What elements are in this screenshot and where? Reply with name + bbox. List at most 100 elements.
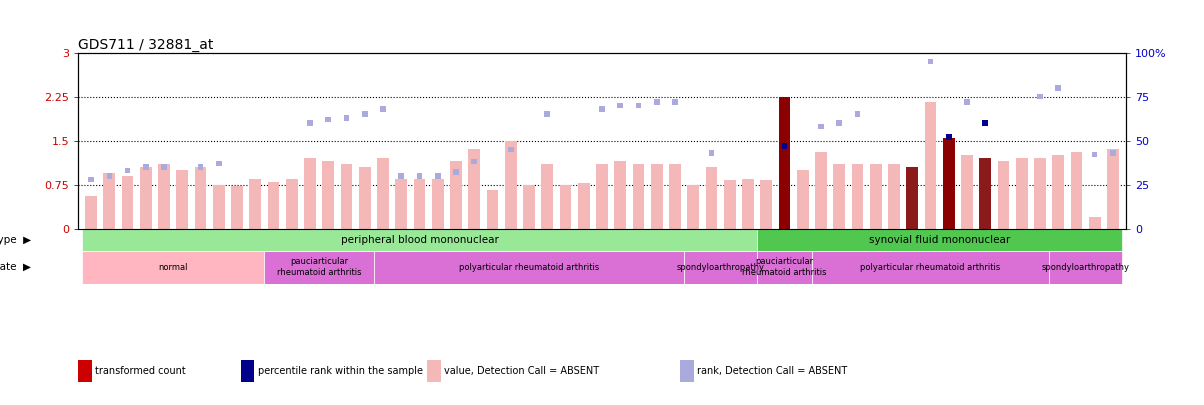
Bar [82,251,265,284]
Bar [341,164,353,228]
Bar [359,167,371,228]
Bar [176,170,188,228]
Bar [231,186,243,228]
Bar [1070,152,1082,228]
Point [154,164,173,170]
Point [429,173,448,179]
Point [628,102,648,109]
Bar [779,97,790,228]
Bar [140,167,152,228]
Bar [468,149,480,228]
Text: spondyloarthropathy: spondyloarthropathy [677,262,765,271]
Bar [943,138,955,228]
Bar [833,164,845,228]
Bar [1049,251,1122,284]
Bar [979,158,991,228]
Bar [82,228,757,251]
Bar [632,164,644,228]
Bar [1034,158,1046,228]
Point [775,143,795,149]
Bar [377,158,389,228]
Bar [486,190,498,228]
Bar [432,179,444,228]
Bar [305,158,315,228]
Bar [811,251,1049,284]
Bar [85,196,98,228]
Point [355,111,374,117]
Bar [285,179,297,228]
Text: value, Detection Call = ABSENT: value, Detection Call = ABSENT [444,366,600,376]
Bar [687,185,700,228]
Point [409,173,429,179]
Text: pauciarticular
rheumatoid arthritis: pauciarticular rheumatoid arthritis [742,257,827,277]
Point [191,164,211,170]
Point [957,99,976,105]
Bar [122,176,134,228]
Bar [414,179,425,228]
Bar [1088,217,1100,228]
Bar [760,181,772,228]
Bar [523,185,535,228]
Bar [213,185,225,228]
Bar [267,181,279,228]
Bar [249,179,261,228]
Bar [651,164,662,228]
Bar [504,141,517,228]
Text: synovial fluid mononuclear: synovial fluid mononuclear [869,234,1010,245]
Point [391,173,411,179]
Bar [669,164,681,228]
Text: normal: normal [159,262,188,271]
Bar [1016,158,1028,228]
Bar [195,167,206,228]
Bar [961,155,973,228]
Bar [757,251,811,284]
Bar [684,251,757,284]
Point [592,106,612,112]
Bar [104,173,116,228]
Bar [614,161,626,228]
Text: disease state  ▶: disease state ▶ [0,262,31,272]
Point [447,169,466,175]
Text: cell type  ▶: cell type ▶ [0,234,31,245]
Bar [158,164,170,228]
Bar [395,179,407,228]
Point [1085,151,1104,158]
Point [666,99,685,105]
Bar [724,181,736,228]
Bar [542,164,553,228]
Bar [706,167,718,228]
Bar [869,164,881,228]
Point [373,106,393,112]
Text: pauciarticular
rheumatoid arthritis: pauciarticular rheumatoid arthritis [277,257,361,277]
Bar [578,183,590,228]
Text: percentile rank within the sample: percentile rank within the sample [258,366,423,376]
Point [975,120,995,126]
Bar [323,161,335,228]
Point [921,58,940,65]
Bar [925,102,937,228]
Point [610,102,630,109]
Point [501,146,520,153]
Point [337,115,356,121]
Text: peripheral blood mononuclear: peripheral blood mononuclear [341,234,498,245]
Point [100,173,119,179]
Bar [797,170,809,228]
Point [538,111,557,117]
Bar [450,161,462,228]
Point [811,123,831,130]
Text: transformed count: transformed count [95,366,185,376]
Bar [907,167,919,228]
Point [702,150,721,156]
Bar [1106,149,1119,228]
Point [1103,150,1122,156]
Point [1031,94,1050,100]
Point [465,158,484,165]
Bar [596,164,608,228]
Point [319,116,338,123]
Point [82,176,101,183]
Point [118,167,137,174]
Point [647,99,666,105]
Bar [560,185,572,228]
Point [1049,85,1068,91]
Bar [265,251,374,284]
